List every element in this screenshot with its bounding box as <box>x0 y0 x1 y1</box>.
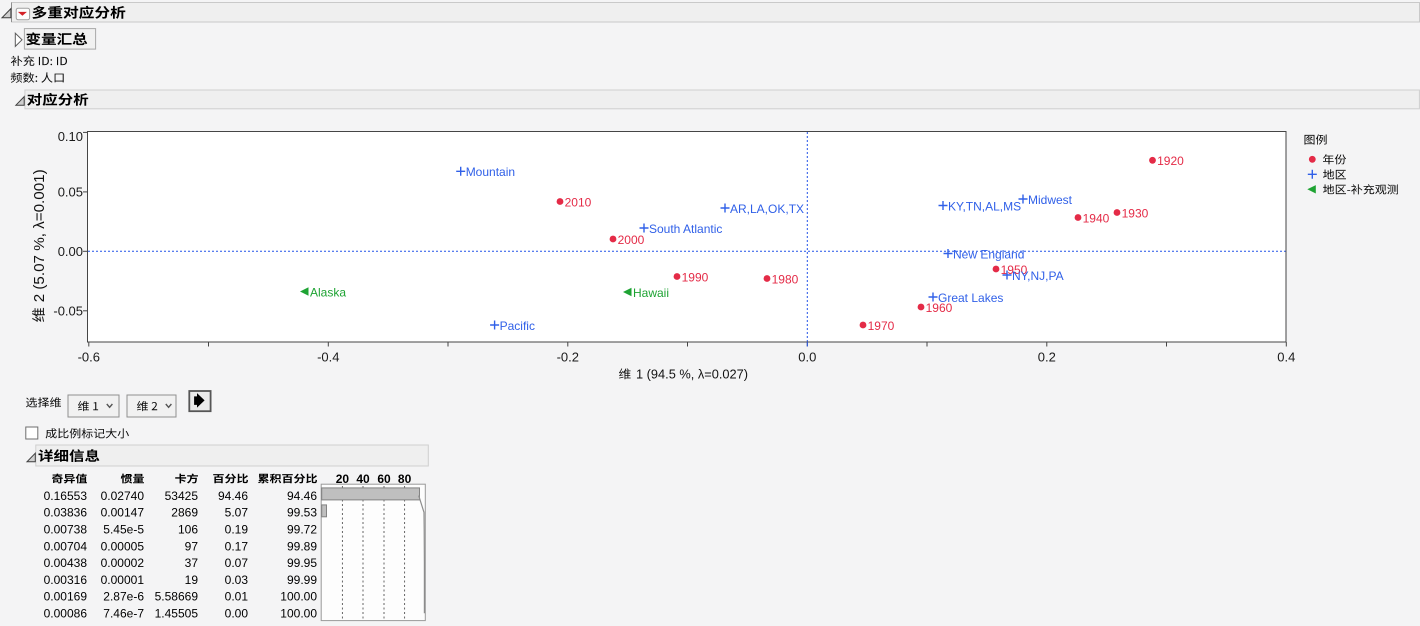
svg-text:2869: 2869 <box>171 506 198 520</box>
svg-text:2.87e-6: 2.87e-6 <box>103 590 144 604</box>
svg-text:AR,LA,OK,TX: AR,LA,OK,TX <box>730 202 804 216</box>
svg-text:99.95: 99.95 <box>287 556 317 570</box>
svg-text:2010: 2010 <box>565 195 592 209</box>
svg-text:0.00316: 0.00316 <box>44 573 88 587</box>
svg-text:0.10: 0.10 <box>58 129 83 144</box>
svg-text:New England: New England <box>953 247 1024 261</box>
svg-text:0.00086: 0.00086 <box>44 607 88 621</box>
svg-text:99.89: 99.89 <box>287 539 317 553</box>
svg-text:53425: 53425 <box>165 489 199 503</box>
svg-text:0.0: 0.0 <box>798 349 816 364</box>
svg-text:1920: 1920 <box>1157 154 1184 168</box>
svg-text:7.46e-7: 7.46e-7 <box>103 607 144 621</box>
svg-text:99.72: 99.72 <box>287 523 317 537</box>
svg-text:-0.6: -0.6 <box>78 349 100 364</box>
svg-text:0.00002: 0.00002 <box>101 556 145 570</box>
svg-text:60: 60 <box>377 472 391 486</box>
svg-text:5.58669: 5.58669 <box>155 590 199 604</box>
svg-text:0.07: 0.07 <box>225 556 249 570</box>
svg-text:0.16553: 0.16553 <box>44 489 88 503</box>
svg-text:0.2: 0.2 <box>1038 349 1056 364</box>
svg-text:94.46: 94.46 <box>287 489 317 503</box>
svg-text:0.02740: 0.02740 <box>101 489 145 503</box>
svg-text:0.03: 0.03 <box>225 573 249 587</box>
svg-text:0.00001: 0.00001 <box>101 573 145 587</box>
svg-text:2000: 2000 <box>618 233 645 247</box>
svg-text:0.4: 0.4 <box>1277 349 1295 364</box>
svg-text:-0.05: -0.05 <box>53 303 83 318</box>
svg-text:KY,TN,AL,MS: KY,TN,AL,MS <box>948 199 1021 213</box>
svg-text:0.00005: 0.00005 <box>101 539 145 553</box>
svg-text:Midwest: Midwest <box>1028 193 1073 207</box>
svg-text:99.99: 99.99 <box>287 573 317 587</box>
svg-text:Pacific: Pacific <box>500 319 535 333</box>
svg-text:0.00169: 0.00169 <box>44 590 88 604</box>
svg-text:0.17: 0.17 <box>225 539 249 553</box>
svg-text:0.00438: 0.00438 <box>44 556 88 570</box>
svg-text:94.46: 94.46 <box>218 489 248 503</box>
svg-text:5.07: 5.07 <box>225 506 249 520</box>
svg-text:South Atlantic: South Atlantic <box>649 222 722 236</box>
svg-text:0.19: 0.19 <box>225 523 249 537</box>
svg-text:80: 80 <box>398 472 412 486</box>
svg-text:37: 37 <box>185 556 199 570</box>
svg-text:Hawaii: Hawaii <box>633 286 669 300</box>
svg-text:2 (5.07 %, λ=0.001): 2 (5.07 %, λ=0.001) <box>31 169 48 302</box>
svg-text:Alaska: Alaska <box>310 285 346 299</box>
svg-text:40: 40 <box>356 472 370 486</box>
svg-text:0.00704: 0.00704 <box>44 539 88 553</box>
svg-text:19: 19 <box>185 573 199 587</box>
svg-text:Great Lakes: Great Lakes <box>938 291 1003 305</box>
svg-text:1940: 1940 <box>1083 211 1110 225</box>
svg-text:0.00738: 0.00738 <box>44 523 88 537</box>
svg-text:20: 20 <box>336 472 350 486</box>
svg-text:Mountain: Mountain <box>466 165 515 179</box>
svg-text:1930: 1930 <box>1122 206 1149 220</box>
svg-text:1960: 1960 <box>926 301 953 315</box>
svg-text:0.03836: 0.03836 <box>44 506 88 520</box>
svg-text:99.53: 99.53 <box>287 506 317 520</box>
svg-text:-0.2: -0.2 <box>557 349 579 364</box>
svg-text:100.00: 100.00 <box>280 590 317 604</box>
svg-text:0.00147: 0.00147 <box>101 506 145 520</box>
svg-text:97: 97 <box>185 539 199 553</box>
svg-text:0.05: 0.05 <box>58 185 83 200</box>
svg-text:1.45505: 1.45505 <box>155 607 199 621</box>
svg-text:106: 106 <box>178 523 198 537</box>
svg-text:0.00: 0.00 <box>58 244 83 259</box>
svg-text:1 (94.5 %, λ=0.027): 1 (94.5 %, λ=0.027) <box>636 367 748 382</box>
svg-text:1980: 1980 <box>772 272 799 286</box>
svg-text:NY,NJ,PA: NY,NJ,PA <box>1012 269 1064 283</box>
svg-text:1990: 1990 <box>682 270 709 284</box>
svg-text:5.45e-5: 5.45e-5 <box>103 523 144 537</box>
svg-text:100.00: 100.00 <box>280 607 317 621</box>
svg-text:0.00: 0.00 <box>225 607 249 621</box>
svg-text:-0.4: -0.4 <box>317 349 339 364</box>
svg-text:0.01: 0.01 <box>225 590 249 604</box>
svg-text:1970: 1970 <box>868 319 895 333</box>
